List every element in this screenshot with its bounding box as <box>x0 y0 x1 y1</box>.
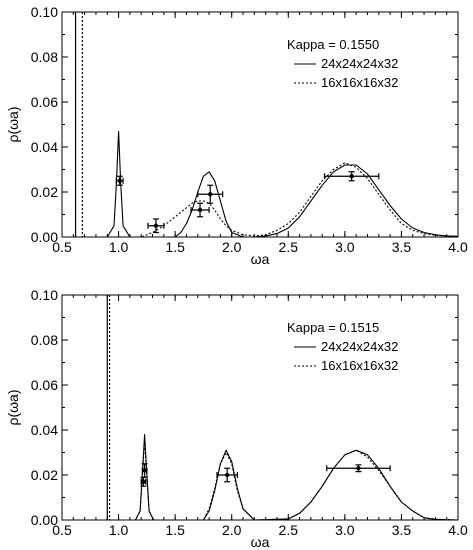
y-tick-label: 0.06 <box>31 377 58 393</box>
legend-entry: 16x16x16x32 <box>321 75 398 90</box>
series-line-solid <box>62 433 458 520</box>
data-point <box>197 184 224 204</box>
plot-area <box>62 12 458 237</box>
x-axis-label: ωa <box>251 251 270 267</box>
y-tick-label: 0.02 <box>31 184 58 200</box>
y-tick-label: 0.00 <box>31 512 58 528</box>
x-tick-label: 2.0 <box>222 522 242 538</box>
data-point <box>190 202 210 218</box>
data-point <box>216 467 238 483</box>
x-axis-label: ωa <box>251 534 270 550</box>
data-point <box>147 218 165 234</box>
x-tick-label: 4.0 <box>448 522 468 538</box>
data-point <box>140 476 147 487</box>
x-tick-label: 2.5 <box>279 239 299 255</box>
y-tick-label: 0.08 <box>31 332 58 348</box>
legend-title: Kappa = 0.1515 <box>287 320 379 335</box>
y-tick-label: 0.06 <box>31 94 58 110</box>
x-tick-label: 1.0 <box>109 239 129 255</box>
series-line-dotted <box>62 162 458 237</box>
legend-title: Kappa = 0.1550 <box>287 37 379 52</box>
x-tick-label: 1.5 <box>165 239 185 255</box>
x-tick-label: 3.5 <box>392 522 412 538</box>
y-tick-label: 0.00 <box>31 229 58 245</box>
x-tick-label: 2.5 <box>279 522 299 538</box>
x-tick-label: 1.0 <box>109 522 129 538</box>
x-tick-label: 0.5 <box>52 522 72 538</box>
x-tick-label: 3.5 <box>392 239 412 255</box>
plot-frame <box>61 294 459 521</box>
y-tick-label: 0.04 <box>31 139 58 155</box>
legend-entry: 24x24x24x32 <box>321 56 398 71</box>
legend: Kappa = 0.1515 24x24x24x32 16x16x16x32 <box>287 320 398 373</box>
y-axis-label: ρ(ωa) <box>5 106 21 142</box>
y-axis-label: ρ(ωa) <box>5 389 21 425</box>
y-tick-label: 0.10 <box>31 4 58 20</box>
series-line-solid <box>62 130 458 237</box>
legend-entry: 24x24x24x32 <box>321 339 398 354</box>
x-tick-label: 3.0 <box>335 522 355 538</box>
x-tick-label: 2.0 <box>222 239 242 255</box>
legend-entry: 16x16x16x32 <box>321 358 398 373</box>
x-tick-label: 1.5 <box>165 522 185 538</box>
data-point <box>115 175 124 186</box>
plot-area <box>62 295 458 520</box>
y-tick-label: 0.08 <box>31 49 58 65</box>
y-tick-label: 0.10 <box>31 287 58 303</box>
x-tick-label: 0.5 <box>52 239 72 255</box>
y-tick-label: 0.02 <box>31 467 58 483</box>
y-tick-label: 0.04 <box>31 422 58 438</box>
data-point <box>323 171 380 182</box>
data-point <box>326 464 391 473</box>
x-tick-label: 3.0 <box>335 239 355 255</box>
legend: Kappa = 0.1550 24x24x24x32 16x16x16x32 <box>287 37 398 90</box>
x-tick-label: 4.0 <box>448 239 468 255</box>
series-line-dotted <box>62 440 458 520</box>
chart-panel-2: 0.5 1.0 1.5 2.0 2.5 3.0 3.5 4.0 0.00 0.02 0.04 0.06… <box>5 287 468 550</box>
chart-panel-1: 0.5 1.0 1.5 2.0 2.5 3.0 3.5 4.0 0.00 0.02 0.04 0.06… <box>5 4 468 267</box>
data-point <box>141 463 148 478</box>
